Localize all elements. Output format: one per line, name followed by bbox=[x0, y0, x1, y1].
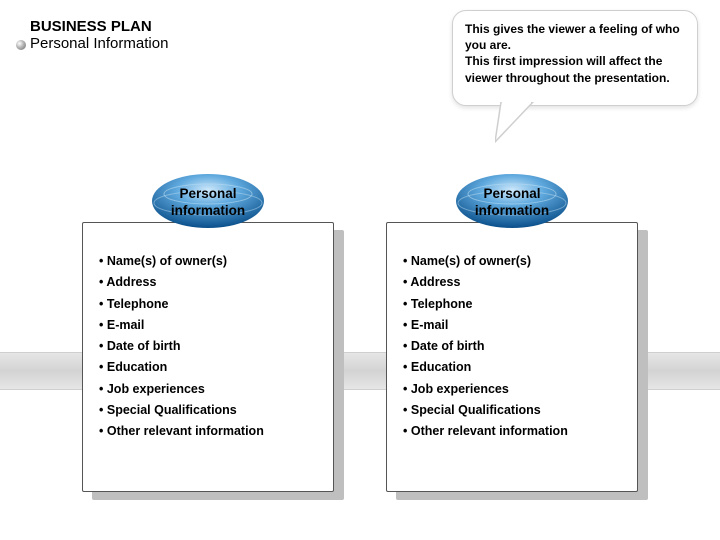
card-title-line2: information bbox=[475, 203, 549, 218]
card-title: Personal information bbox=[386, 186, 638, 220]
title-bold: BUSINESS bbox=[30, 18, 107, 35]
speech-callout: This gives the viewer a feeling of who y… bbox=[452, 10, 698, 106]
slide-header: BUSINESS PLAN Personal Information bbox=[30, 18, 168, 52]
list-item: Name(s) of owner(s) bbox=[99, 251, 317, 272]
list-item: E-mail bbox=[403, 315, 621, 336]
list-item: Education bbox=[403, 357, 621, 378]
list-item: Address bbox=[403, 272, 621, 293]
list-item: Telephone bbox=[403, 294, 621, 315]
card-title-line1: Personal bbox=[483, 186, 540, 201]
list-item: Address bbox=[99, 272, 317, 293]
list-item: Job experiences bbox=[99, 379, 317, 400]
callout-line-1: This gives the viewer a feeling of who y… bbox=[465, 21, 685, 53]
header-title: BUSINESS PLAN bbox=[30, 18, 168, 35]
card-list: Name(s) of owner(s) Address Telephone E-… bbox=[99, 251, 317, 442]
card-body: Name(s) of owner(s) Address Telephone E-… bbox=[386, 222, 638, 492]
header-subtitle: Personal Information bbox=[30, 35, 168, 52]
list-item: Education bbox=[99, 357, 317, 378]
card-title-line2: information bbox=[171, 203, 245, 218]
list-item: Telephone bbox=[99, 294, 317, 315]
list-item: Date of birth bbox=[403, 336, 621, 357]
list-item: Other relevant information bbox=[403, 421, 621, 442]
card-title-line1: Personal bbox=[179, 186, 236, 201]
list-item: Special Qualifications bbox=[403, 400, 621, 421]
list-item: Job experiences bbox=[403, 379, 621, 400]
card-body: Name(s) of owner(s) Address Telephone E-… bbox=[82, 222, 334, 492]
callout-line-2: This first impression will affect the vi… bbox=[465, 53, 685, 85]
bullet-icon bbox=[16, 40, 26, 50]
list-item: E-mail bbox=[99, 315, 317, 336]
list-item: Special Qualifications bbox=[99, 400, 317, 421]
title-plan: PLAN bbox=[107, 18, 152, 35]
list-item: Date of birth bbox=[99, 336, 317, 357]
list-item: Other relevant information bbox=[99, 421, 317, 442]
list-item: Name(s) of owner(s) bbox=[403, 251, 621, 272]
card-list: Name(s) of owner(s) Address Telephone E-… bbox=[403, 251, 621, 442]
card-title: Personal information bbox=[82, 186, 334, 220]
